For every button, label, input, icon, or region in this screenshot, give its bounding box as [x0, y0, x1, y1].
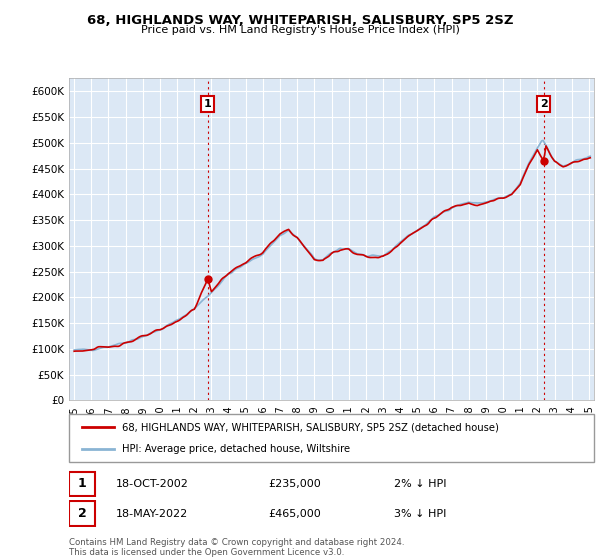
Text: £465,000: £465,000 [269, 508, 321, 519]
FancyBboxPatch shape [69, 414, 594, 462]
Text: 2: 2 [78, 507, 86, 520]
Text: 2: 2 [540, 99, 548, 109]
Text: 68, HIGHLANDS WAY, WHITEPARISH, SALISBURY, SP5 2SZ (detached house): 68, HIGHLANDS WAY, WHITEPARISH, SALISBUR… [121, 422, 499, 432]
Text: Price paid vs. HM Land Registry's House Price Index (HPI): Price paid vs. HM Land Registry's House … [140, 25, 460, 35]
FancyBboxPatch shape [69, 501, 95, 526]
Text: 1: 1 [204, 99, 212, 109]
Text: 18-MAY-2022: 18-MAY-2022 [116, 508, 188, 519]
Text: 3% ↓ HPI: 3% ↓ HPI [395, 508, 447, 519]
Text: 2% ↓ HPI: 2% ↓ HPI [395, 479, 447, 489]
Text: Contains HM Land Registry data © Crown copyright and database right 2024.
This d: Contains HM Land Registry data © Crown c… [69, 538, 404, 557]
Text: 18-OCT-2002: 18-OCT-2002 [116, 479, 189, 489]
FancyBboxPatch shape [69, 472, 95, 496]
Text: HPI: Average price, detached house, Wiltshire: HPI: Average price, detached house, Wilt… [121, 444, 350, 454]
Text: 1: 1 [78, 477, 86, 491]
Text: £235,000: £235,000 [269, 479, 321, 489]
Text: 68, HIGHLANDS WAY, WHITEPARISH, SALISBURY, SP5 2SZ: 68, HIGHLANDS WAY, WHITEPARISH, SALISBUR… [87, 14, 513, 27]
